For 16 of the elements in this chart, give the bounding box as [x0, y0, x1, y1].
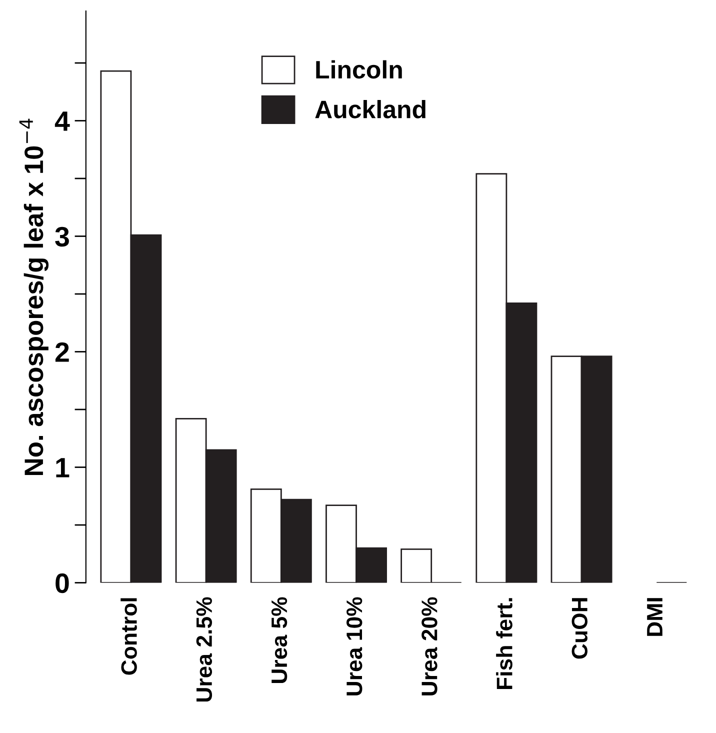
y-tick-label: 2 [55, 342, 69, 362]
y-tick-label: 0 [56, 573, 69, 594]
y-tick-label: 3 [55, 226, 69, 247]
legend-label: Lincoln [316, 60, 402, 79]
x-tick-label: Urea 5% [271, 597, 288, 683]
y-tick-label: 1 [56, 458, 70, 478]
x-tick-label: Urea 20% [422, 597, 438, 696]
y-tick-label: 4 [54, 112, 70, 131]
x-tick-label: CuOH [572, 598, 588, 659]
x-tick-label: Fish fert. [496, 598, 512, 689]
x-tick-label: DMI [647, 598, 662, 636]
legend-label: Auckland [315, 100, 426, 118]
x-tick-label: Control [120, 598, 137, 675]
x-tick-label: Urea 2.5% [196, 597, 212, 702]
y-axis-title: No. ascospores/g leaf x 10$^{−4}$ [19, 118, 49, 475]
x-tick-label: Urea 10% [346, 597, 362, 696]
